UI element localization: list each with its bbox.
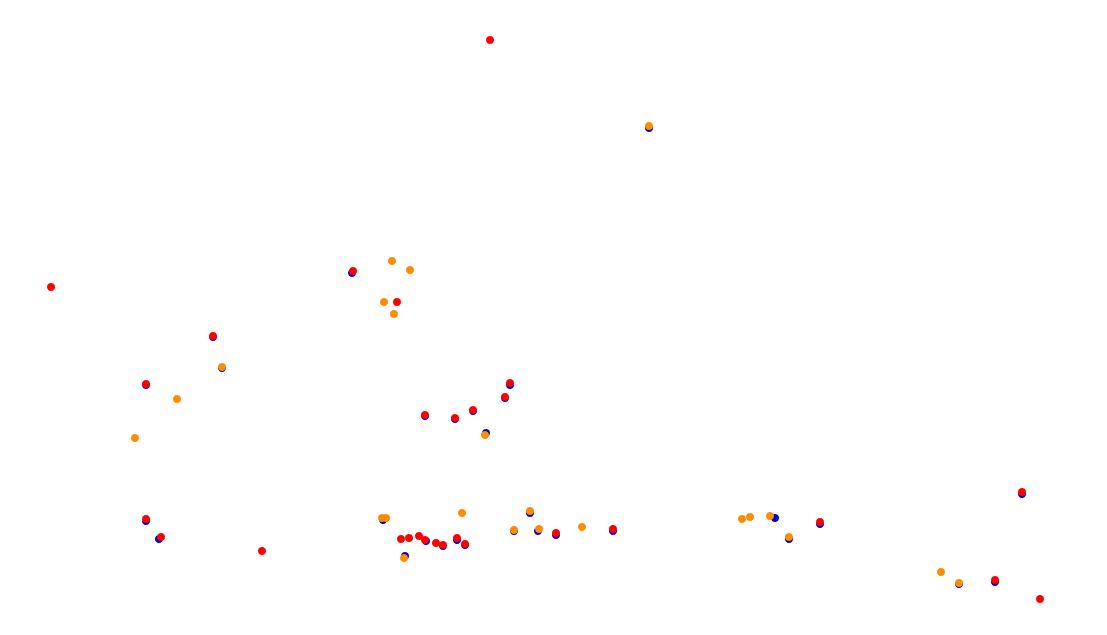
data-point-orange [645,122,653,130]
data-point-orange [955,579,963,587]
data-point-orange [785,533,793,541]
data-point-orange [766,512,774,520]
data-point-orange [535,525,543,533]
data-point-orange [937,568,945,576]
data-point-red [552,529,560,537]
data-point-red [1018,488,1026,496]
data-point-red [609,525,617,533]
data-point-red [349,267,357,275]
data-point-orange [738,515,746,523]
data-point-red [142,380,150,388]
data-point-red [421,536,429,544]
data-point-orange [510,526,518,534]
data-point-red [486,36,494,44]
data-point-red [506,379,514,387]
data-point-red [47,283,55,291]
data-point-orange [218,363,226,371]
data-point-red [1036,595,1044,603]
data-point-orange [406,266,414,274]
series-orange [131,122,963,587]
data-point-orange [458,509,466,517]
data-point-red [421,411,429,419]
data-point-red [501,393,509,401]
data-point-orange [578,523,586,531]
data-point-orange [746,513,754,521]
data-point-red [415,532,423,540]
data-point-red [469,406,477,414]
data-point-orange [388,257,396,265]
data-point-red [461,540,469,548]
data-point-red [258,547,266,555]
data-point-orange [390,310,398,318]
data-point-red [432,539,440,547]
data-point-orange [400,554,408,562]
data-point-red [209,332,217,340]
data-point-orange [526,507,534,515]
data-point-red [405,534,413,542]
data-point-red [453,534,461,542]
series-blue [142,124,1026,588]
data-point-red [397,535,405,543]
data-point-orange [173,395,181,403]
series-layer [47,36,1044,603]
data-point-red [451,414,459,422]
data-point-red [816,518,824,526]
data-point-orange [131,434,139,442]
data-point-red [991,576,999,584]
data-point-red [157,533,165,541]
data-point-red [439,541,447,549]
data-point-orange [380,298,388,306]
series-red [47,36,1044,603]
data-point-red [142,515,150,523]
data-point-red [393,298,401,306]
data-point-orange [481,431,489,439]
data-point-orange [382,514,390,522]
